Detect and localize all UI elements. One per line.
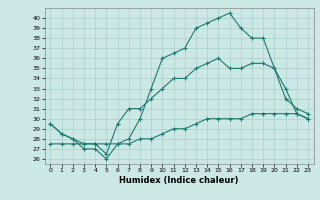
X-axis label: Humidex (Indice chaleur): Humidex (Indice chaleur) <box>119 176 239 185</box>
